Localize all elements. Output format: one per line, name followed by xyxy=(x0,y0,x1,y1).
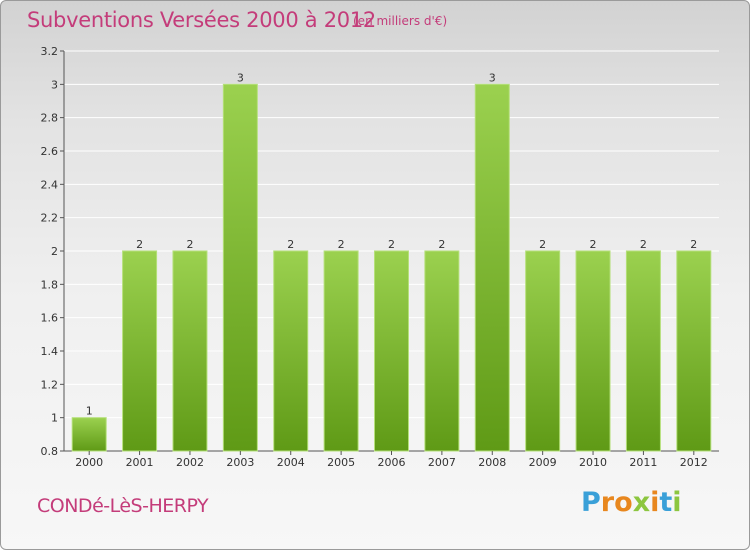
y-tick-label: 1 xyxy=(51,412,58,425)
data-label: 2 xyxy=(338,238,345,251)
bar xyxy=(625,250,661,452)
x-tick-label: 2001 xyxy=(126,456,154,469)
data-label: 2 xyxy=(186,238,193,251)
logo-letter: o xyxy=(614,487,633,518)
x-tick-label: 2004 xyxy=(277,456,305,469)
bar xyxy=(676,250,712,452)
bar xyxy=(222,83,258,452)
x-tick-label: 2007 xyxy=(428,456,456,469)
data-label: 2 xyxy=(438,238,445,251)
y-tick-label: 2.4 xyxy=(41,178,59,191)
x-tick-label: 2005 xyxy=(327,456,355,469)
bar xyxy=(323,250,359,452)
commune-name: CONDé-LèS-HERPY xyxy=(37,495,209,517)
y-tick-label: 3 xyxy=(51,78,58,91)
data-label: 2 xyxy=(287,238,294,251)
x-tick-label: 2010 xyxy=(579,456,607,469)
logo-letter: i xyxy=(650,487,660,518)
y-tick-label: 2.6 xyxy=(41,145,59,158)
x-tick-label: 2009 xyxy=(529,456,557,469)
x-tick-label: 2002 xyxy=(176,456,204,469)
bar xyxy=(374,250,409,452)
y-tick-label: 3.2 xyxy=(41,45,59,58)
x-tick-label: 2003 xyxy=(226,456,254,469)
bar xyxy=(575,250,611,452)
y-tick-label: 1.8 xyxy=(41,278,59,291)
y-tick-label: 2 xyxy=(51,245,58,258)
logo-letter: t xyxy=(659,487,673,518)
data-label: 2 xyxy=(590,238,597,251)
data-label: 1 xyxy=(86,405,93,418)
y-tick-label: 2.2 xyxy=(41,212,59,225)
chart-title: Subventions Versées 2000 à 2012 xyxy=(27,8,376,32)
x-tick-label: 2011 xyxy=(629,456,657,469)
bar xyxy=(474,83,510,452)
data-label: 2 xyxy=(690,238,697,251)
y-tick-label: 1.4 xyxy=(41,345,59,358)
y-tick-label: 0.8 xyxy=(41,445,59,458)
data-label: 2 xyxy=(539,238,546,251)
unit-label: (en milliers d'€) xyxy=(353,14,448,28)
logo-letter: x xyxy=(632,487,651,518)
bar xyxy=(424,250,460,452)
logo-letter: r xyxy=(600,487,615,518)
y-tick-label: 2.8 xyxy=(41,112,59,125)
y-tick-label: 1.6 xyxy=(41,312,59,325)
x-tick-label: 2008 xyxy=(478,456,506,469)
y-tick-label: 1.2 xyxy=(41,378,59,391)
proxiti-logo: Proxiti xyxy=(581,487,682,518)
data-label: 3 xyxy=(237,71,244,84)
x-tick-label: 2012 xyxy=(680,456,708,469)
bar xyxy=(71,417,107,452)
data-label: 2 xyxy=(640,238,647,251)
bar xyxy=(172,250,208,452)
bar xyxy=(525,250,561,452)
x-tick-label: 2000 xyxy=(75,456,103,469)
x-tick-label: 2006 xyxy=(378,456,406,469)
bar xyxy=(273,250,309,452)
data-label: 2 xyxy=(136,238,143,251)
data-label: 2 xyxy=(388,238,395,251)
data-label: 3 xyxy=(489,71,496,84)
logo-letter: P xyxy=(581,487,601,518)
logo-letter: i xyxy=(672,487,682,518)
bar xyxy=(122,250,158,452)
